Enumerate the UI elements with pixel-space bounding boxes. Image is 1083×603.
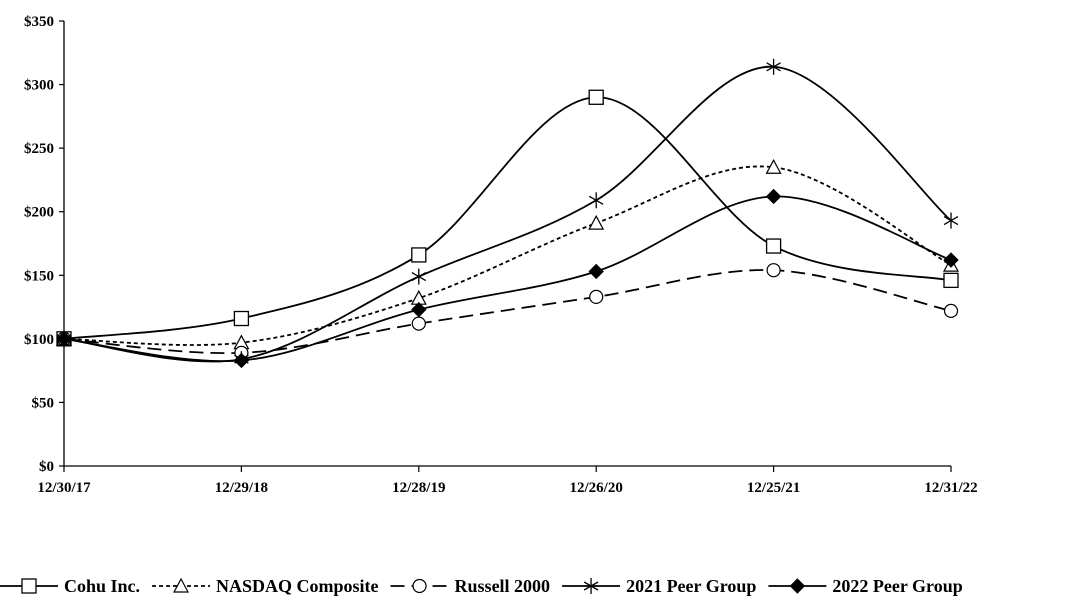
series-2022-peer-group	[56, 188, 959, 369]
y-tick-label: $350	[24, 14, 54, 30]
series-nasdaq-composite	[55, 158, 960, 350]
series-line	[63, 65, 952, 363]
data-point-circle	[589, 289, 604, 304]
data-point-circle	[411, 316, 426, 331]
legend-marker-circle	[412, 578, 427, 594]
x-tick-label: 12/25/21	[747, 480, 800, 496]
series-line	[63, 269, 952, 355]
data-point-triangle	[588, 214, 605, 230]
legend-marker-square	[21, 578, 37, 594]
data-point-diamond	[233, 352, 250, 369]
legend-item: Russell 2000	[390, 576, 551, 596]
y-tick-label: $150	[24, 268, 54, 284]
data-point-square	[943, 272, 959, 289]
series-line	[63, 195, 952, 363]
legend-item: Cohu Inc.	[0, 576, 140, 596]
y-tick-label: $300	[24, 78, 54, 94]
x-tick-label: 12/31/22	[924, 480, 977, 496]
series-line	[63, 96, 952, 340]
x-tick-label: 12/29/18	[215, 480, 268, 496]
y-tick-label: $0	[39, 459, 54, 475]
data-point-asterisk	[411, 268, 427, 285]
data-point-diamond	[588, 263, 604, 280]
data-point-diamond	[411, 301, 427, 318]
y-tick-label: $250	[24, 141, 54, 157]
x-tick-label: 12/28/19	[392, 480, 445, 496]
series-lines	[55, 58, 960, 369]
y-tick-label: $100	[24, 332, 54, 348]
legend-label: 2022 Peer Group	[832, 576, 962, 596]
data-point-asterisk	[943, 212, 959, 229]
data-point-square	[233, 310, 250, 327]
legend-item: 2022 Peer Group	[768, 576, 963, 596]
data-point-asterisk	[766, 58, 781, 75]
legend-label: Russell 2000	[455, 576, 551, 596]
legend-marker-diamond	[789, 578, 806, 594]
series-cohu-inc-	[56, 89, 959, 347]
data-point-diamond	[765, 188, 782, 205]
data-point-square	[765, 238, 782, 254]
legend-label: Cohu Inc.	[64, 576, 140, 596]
data-point-diamond	[56, 331, 72, 347]
y-tick-label: $200	[24, 205, 54, 221]
data-point-circle	[943, 303, 959, 318]
legend-marker-triangle	[173, 577, 190, 593]
legend: Cohu Inc. NASDAQ Composite Russell 2000 202…	[0, 576, 963, 596]
x-tick-label: 12/26/20	[570, 480, 623, 496]
data-point-diamond	[943, 252, 959, 268]
legend-item: 2021 Peer Group	[562, 576, 756, 596]
series-2021-peer-group	[56, 58, 959, 368]
y-tick-label: $50	[32, 395, 55, 411]
legend-label: NASDAQ Composite	[216, 576, 379, 596]
legend-label: 2021 Peer Group	[626, 576, 756, 596]
legend-marker-asterisk	[583, 578, 599, 594]
data-point-square	[411, 247, 427, 263]
data-point-triangle	[765, 158, 782, 174]
axes: $0 $50 $100 $150 $200 $250 $300 $350 12/30/17 12/…	[24, 14, 978, 496]
data-point-square	[588, 89, 604, 105]
x-tick-label: 12/30/17	[37, 480, 91, 496]
series-line	[63, 165, 952, 346]
data-point-circle	[766, 263, 781, 278]
data-point-asterisk	[588, 192, 604, 209]
legend-item: NASDAQ Composite	[152, 576, 379, 596]
